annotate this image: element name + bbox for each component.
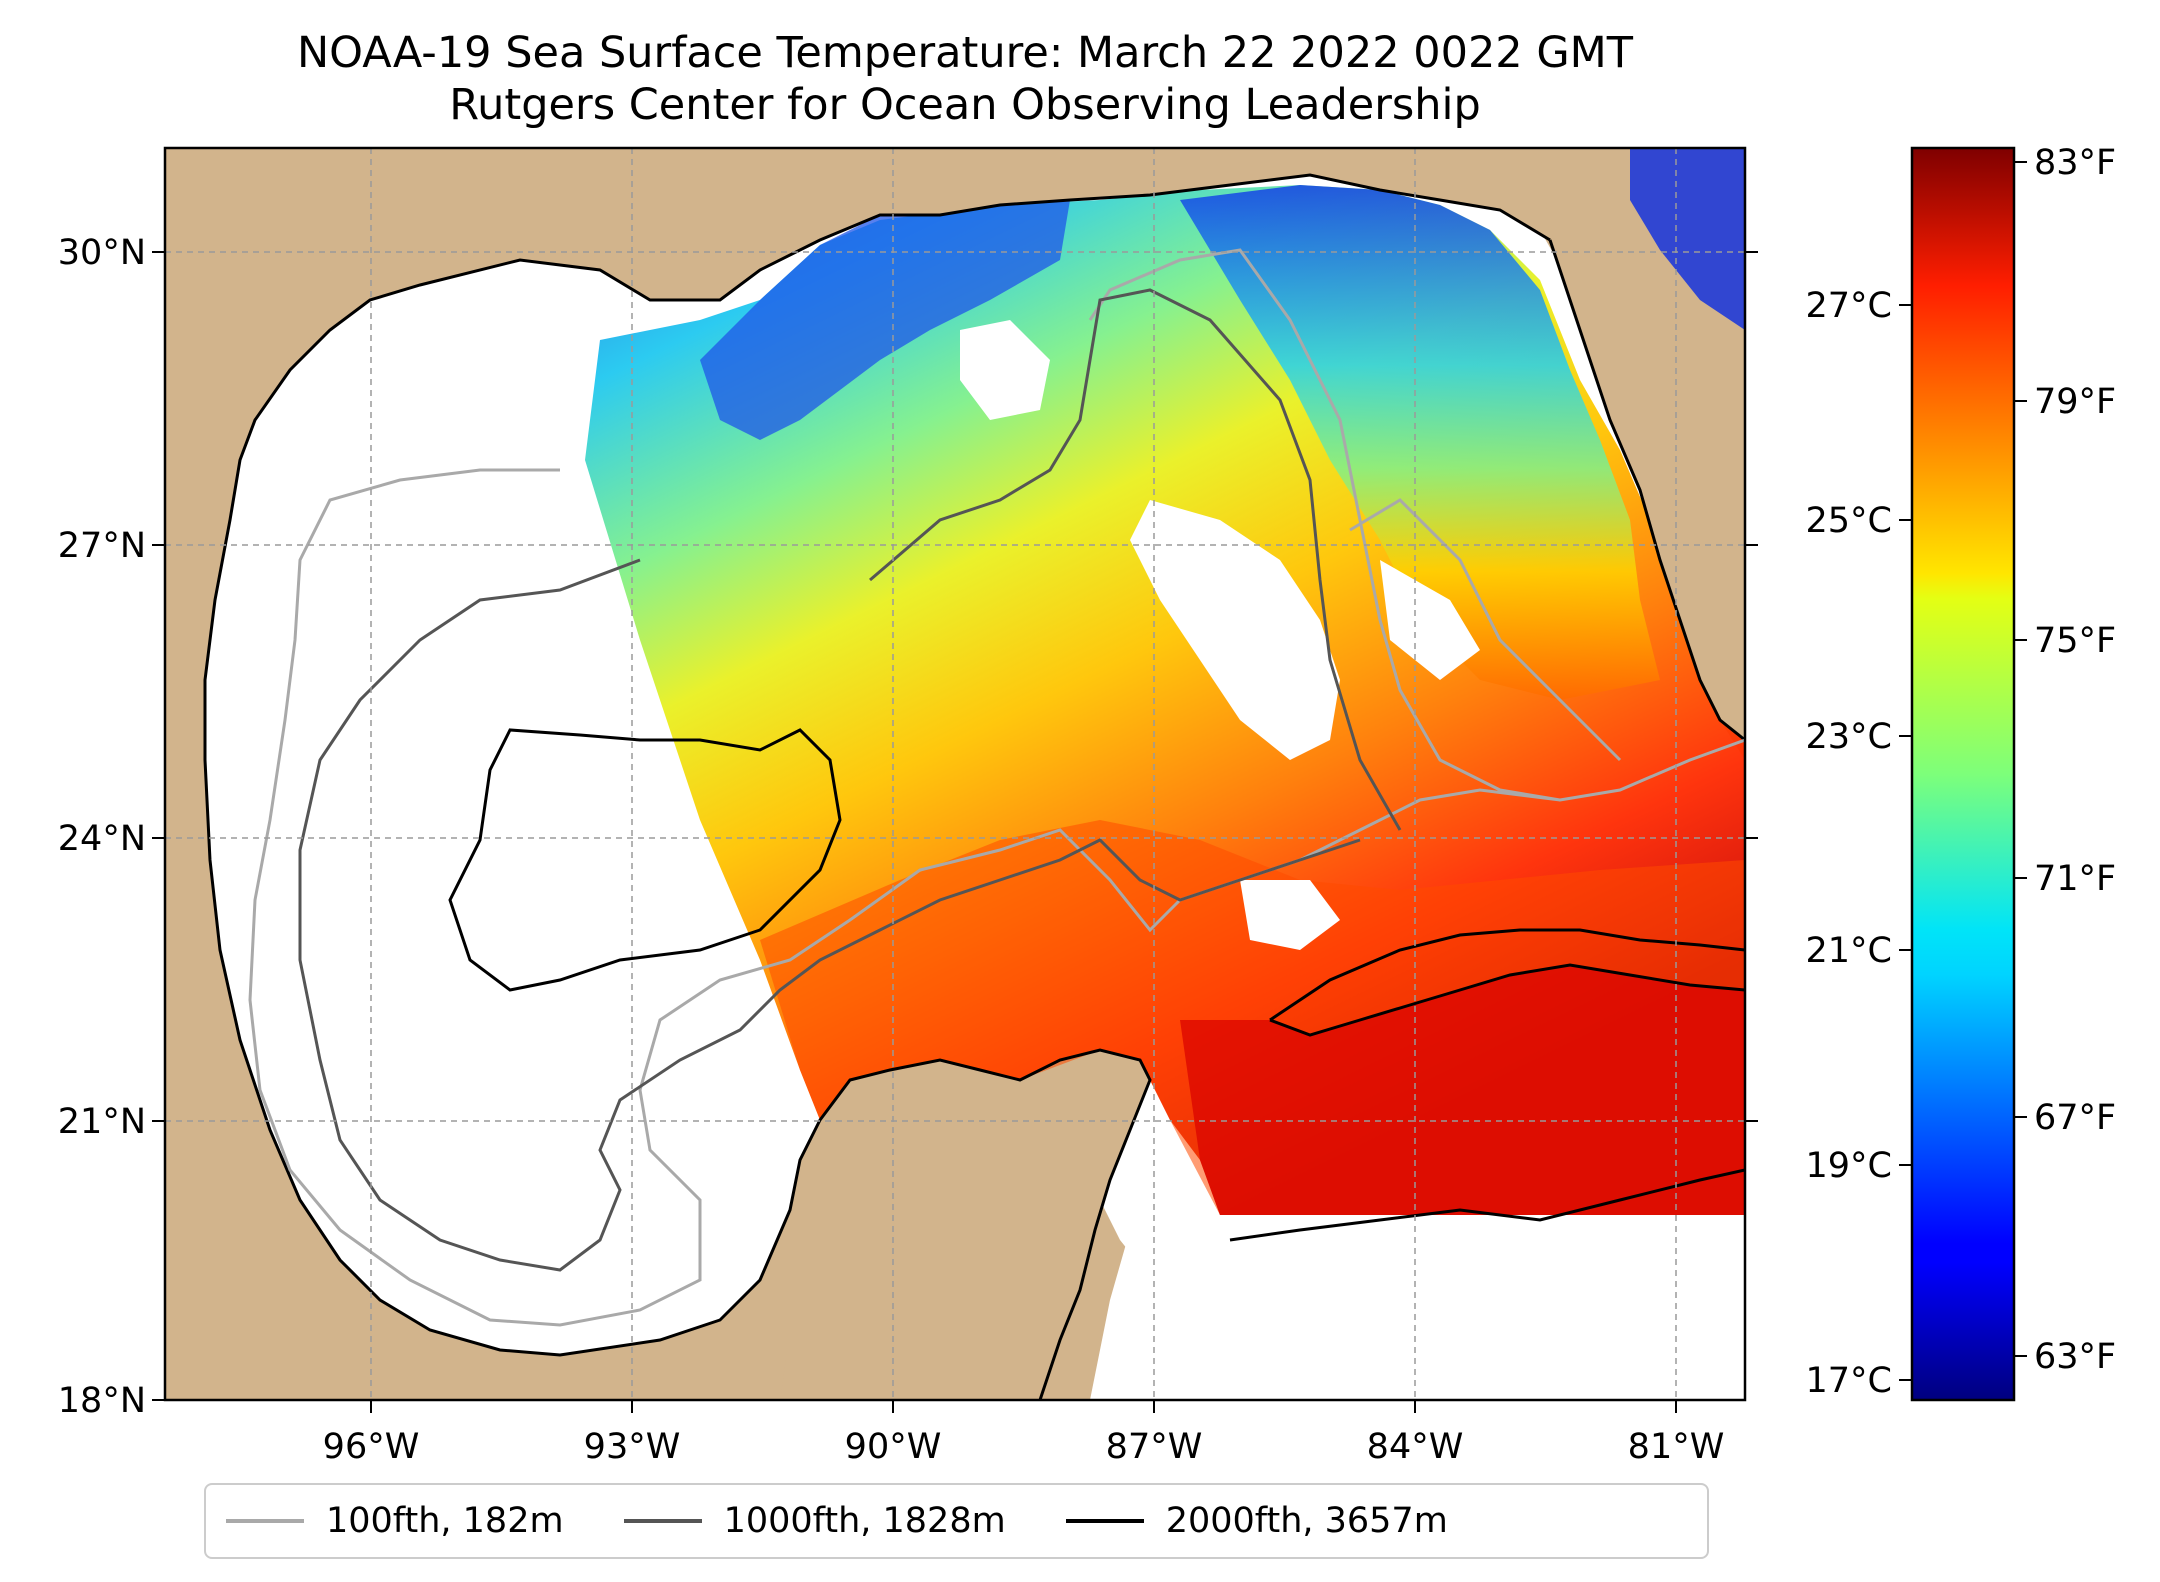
hot-caribbean-band: [1180, 965, 1745, 1215]
atlantic-swath: [1630, 148, 1745, 330]
colorbar-f-tick: 71°F: [2034, 859, 2116, 899]
florida-land: [1540, 148, 1745, 740]
cold-shelf-ne: [1180, 185, 1660, 700]
contour-1000fth: [298, 288, 1402, 1272]
colorbar-c-tick: 17°C: [1806, 1361, 1892, 1401]
lon-tick-90: 90°W: [845, 1427, 942, 1467]
legend-label: 1000fth, 1828m: [723, 1501, 1006, 1541]
yucatan-land: [780, 1050, 1150, 1400]
lon-tick-84: 84°W: [1367, 1427, 1464, 1467]
colorbar-ticks: [1899, 161, 2027, 1381]
map-title: NOAA-19 Sea Surface Temperature: March 2…: [296, 28, 1634, 78]
legend-label: 100fth, 182m: [326, 1501, 564, 1541]
contour-100fth: [248, 248, 1745, 1327]
legend-swatch: [226, 1519, 304, 1523]
lat-tick-30: 30°N: [58, 233, 146, 273]
map-frame: [163, 146, 1747, 1402]
lat-tick-21: 21°N: [58, 1102, 146, 1142]
legend-item-100fth: 100fth, 182m: [226, 1501, 564, 1541]
colorbar-f-tick: 63°F: [2034, 1337, 2116, 1377]
cold-shelf-nw: [700, 200, 1070, 440]
coastline: [1269, 928, 1745, 1037]
cloud-gap: [960, 320, 1050, 420]
us-coast-land: [165, 148, 1550, 1400]
cloud-gap: [1130, 500, 1340, 760]
map-area: [165, 148, 1745, 1400]
coastline: [1548, 239, 1745, 742]
colorbar-f-tick: 67°F: [2034, 1098, 2116, 1138]
legend-item-1000fth: 1000fth, 1828m: [623, 1501, 1006, 1541]
legend-label: 2000fth, 3657m: [1165, 1501, 1448, 1541]
legend-swatch: [623, 1519, 702, 1523]
lat-axis: [152, 251, 1758, 1401]
colorbar-c-tick: 19°C: [1806, 1146, 1892, 1186]
cloud-gap: [1240, 880, 1340, 950]
colorbar-c-tick: 25°C: [1806, 501, 1892, 541]
lat-tick-18: 18°N: [58, 1381, 146, 1421]
lon-axis: [370, 1400, 1677, 1413]
lon-tick-87: 87°W: [1106, 1427, 1203, 1467]
cloud-gap: [1380, 560, 1480, 680]
lon-tick-81: 81°W: [1628, 1427, 1725, 1467]
lat-tick-24: 24°N: [58, 819, 146, 859]
coastline: [203, 173, 1551, 1400]
lon-tick-96: 96°W: [323, 1427, 420, 1467]
legend-item-2000fth: 2000fth, 3657m: [1065, 1501, 1448, 1541]
colorbar-c-tick: 21°C: [1806, 931, 1892, 971]
colorbar-f-tick: 75°F: [2034, 621, 2116, 661]
legend-swatch: [1065, 1519, 1144, 1523]
colorbar-c-tick: 27°C: [1806, 286, 1892, 326]
map-subtitle: Rutgers Center for Ocean Observing Leade…: [449, 80, 1481, 130]
lat-tick-27: 27°N: [58, 526, 146, 566]
contour-legend: 100fth, 182m 1000fth, 1828m 2000fth, 365…: [204, 1483, 1709, 1559]
colorbar-c-tick: 23°C: [1806, 717, 1892, 757]
contour-2000fth: [448, 728, 1745, 1242]
lon-tick-93: 93°W: [584, 1427, 681, 1467]
colorbar-f-tick: 83°F: [2034, 143, 2116, 183]
colorbar: [1910, 146, 2016, 1402]
colorbar-f-tick: 79°F: [2034, 382, 2116, 422]
